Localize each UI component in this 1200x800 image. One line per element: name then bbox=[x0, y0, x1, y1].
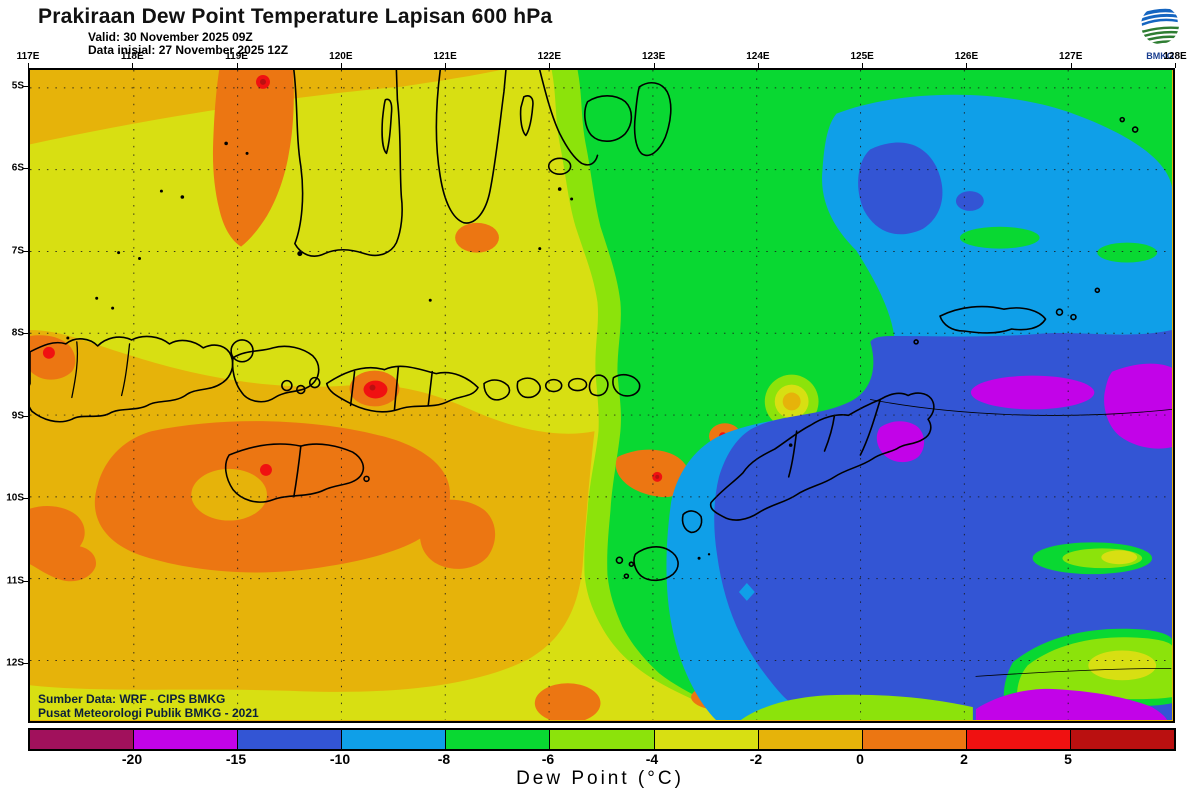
lat-tick bbox=[23, 498, 28, 500]
colorbar-tick-5: 5 bbox=[1064, 751, 1072, 767]
colorbar-tick--2: -2 bbox=[749, 751, 763, 767]
lon-label-117E: 117E bbox=[16, 51, 40, 62]
lon-label-124E: 124E bbox=[746, 51, 770, 62]
lon-tick bbox=[1175, 63, 1176, 68]
lon-label-127E: 127E bbox=[1059, 51, 1083, 62]
lat-tick bbox=[23, 333, 28, 335]
colorbar-tick--15: -15 bbox=[225, 751, 247, 767]
lon-tick bbox=[757, 63, 759, 68]
colorbar-tick-0: 0 bbox=[856, 751, 864, 767]
lon-tick bbox=[549, 63, 551, 68]
lat-label-7S: 7S bbox=[11, 245, 24, 257]
lat-tick bbox=[23, 86, 28, 87]
source-org-line: Pusat Meteorologi Publik BMKG - 2021 bbox=[38, 706, 259, 720]
source-data-line: Sumber Data: WRF - CIPS BMKG bbox=[38, 692, 226, 706]
lon-label-120E: 120E bbox=[329, 51, 353, 62]
lon-label-123E: 123E bbox=[641, 51, 666, 62]
colorbar-segment-4 bbox=[445, 730, 550, 749]
lat-label-8S: 8S bbox=[11, 327, 24, 339]
colorbar-tick-2: 2 bbox=[960, 751, 968, 767]
lat-tick bbox=[23, 580, 28, 582]
lon-tick bbox=[132, 63, 134, 68]
lat-label-6S: 6S bbox=[11, 162, 24, 174]
colorbar-tick--4: -4 bbox=[645, 751, 659, 767]
bmkg-logo: BMKG bbox=[1136, 4, 1184, 61]
lon-tick bbox=[966, 63, 968, 68]
lon-label-119E: 119E bbox=[225, 51, 248, 62]
colorbar-segment-7 bbox=[757, 730, 862, 749]
colorbar-segment-1 bbox=[133, 730, 238, 749]
lon-tick bbox=[28, 63, 29, 68]
colorbar-title: Dew Point (°C) bbox=[516, 768, 684, 789]
lon-label-122E: 122E bbox=[537, 51, 562, 62]
lat-label-12S: 12S bbox=[6, 657, 24, 669]
colorbar-segment-6 bbox=[653, 730, 758, 749]
colorbar-segment-10 bbox=[1069, 730, 1175, 749]
lat-tick bbox=[23, 663, 28, 664]
lat-label-10S: 10S bbox=[6, 492, 24, 504]
colorbar-tick--10: -10 bbox=[329, 751, 351, 767]
bmkg-logo-icon bbox=[1139, 6, 1181, 46]
dewpoint-contour-map bbox=[30, 70, 1172, 720]
colorbar-segment-5 bbox=[549, 730, 654, 749]
valid-time-label: Valid: 30 November 2025 09Z bbox=[88, 30, 253, 44]
colorbar-segment-3 bbox=[341, 730, 446, 749]
lon-tick bbox=[653, 63, 655, 68]
lon-label-118E: 118E bbox=[120, 51, 144, 62]
page-title: Prakiraan Dew Point Temperature Lapisan … bbox=[38, 5, 553, 28]
lon-tick bbox=[340, 63, 342, 68]
coastlines bbox=[30, 70, 1172, 677]
lat-tick bbox=[23, 250, 28, 252]
lon-label-126E: 126E bbox=[954, 51, 979, 62]
colorbar-segment-0 bbox=[30, 730, 134, 749]
colorbar-segment-9 bbox=[965, 730, 1070, 749]
map-canvas bbox=[28, 68, 1175, 723]
colorbar-tick--8: -8 bbox=[437, 751, 451, 767]
lat-label-9S: 9S bbox=[11, 410, 24, 422]
lon-label-121E: 121E bbox=[433, 51, 457, 62]
colorbar-segment-8 bbox=[861, 730, 966, 749]
lat-label-11S: 11S bbox=[6, 575, 24, 587]
lon-tick bbox=[445, 63, 447, 68]
colorbar bbox=[28, 728, 1176, 751]
colorbar-segment-2 bbox=[237, 730, 342, 749]
lat-tick bbox=[23, 168, 28, 170]
lat-label-5S: 5S bbox=[11, 80, 24, 92]
lat-tick bbox=[23, 415, 28, 417]
bmkg-logo-label: BMKG bbox=[1146, 51, 1174, 61]
colorbar-tick--20: -20 bbox=[121, 751, 143, 767]
island-specks bbox=[66, 141, 793, 560]
colorbar-tick--6: -6 bbox=[541, 751, 555, 767]
lon-tick bbox=[862, 63, 864, 68]
lon-tick bbox=[236, 63, 238, 68]
initial-time-label: Data inisial: 27 November 2025 12Z bbox=[88, 43, 289, 57]
lon-label-125E: 125E bbox=[850, 51, 874, 62]
lon-tick bbox=[1070, 63, 1072, 68]
lon-label-128E: 128E bbox=[1163, 51, 1187, 62]
